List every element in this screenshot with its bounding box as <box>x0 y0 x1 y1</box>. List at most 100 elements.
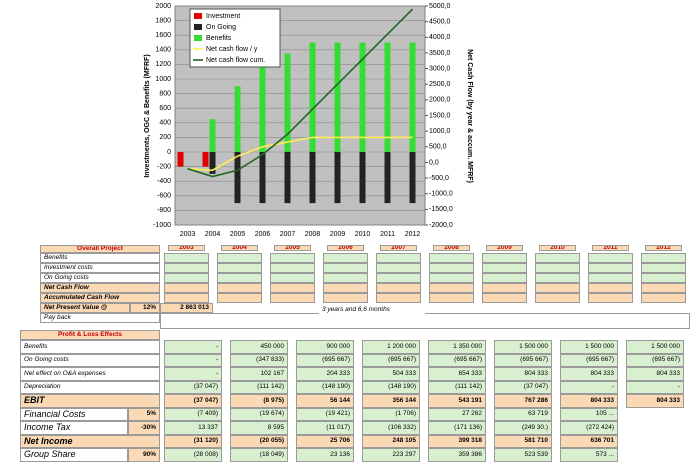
line <box>187 136 413 172</box>
cell <box>217 263 262 273</box>
cell: 804 333 <box>560 367 618 381</box>
y2-tick-label: 3500,0 <box>429 50 451 57</box>
cell: - <box>164 367 222 381</box>
cell <box>376 263 421 273</box>
y2-tick-label: 0,0 <box>429 159 439 166</box>
cell: (272 424) <box>560 421 618 435</box>
y-tick-label: 1000 <box>155 76 171 83</box>
cell: (31 120) <box>164 434 222 448</box>
legend-label: Net cash flow cum. <box>206 57 265 64</box>
y2-tick-label: -2000,0 <box>429 222 453 229</box>
bar <box>209 119 216 152</box>
cell: (28 008) <box>164 448 222 462</box>
row-label: Net Present Value @ <box>40 303 130 313</box>
cell <box>270 273 315 283</box>
y2-tick-label: 1500,0 <box>429 112 451 119</box>
row-label: Investment costs <box>40 263 160 273</box>
cell: (37 047) <box>164 380 222 394</box>
bar <box>309 152 316 204</box>
x-tick-label: 2003 <box>180 231 196 238</box>
cell <box>323 283 368 293</box>
payback <box>160 313 690 329</box>
cell <box>217 253 262 263</box>
y2-tick-label: 1000,0 <box>429 128 451 135</box>
cell <box>588 263 633 273</box>
npv-value: 2 863 013 <box>160 303 213 313</box>
x-tick-label: 2004 <box>205 231 221 238</box>
cell: 1 500 000 <box>494 340 552 354</box>
row-label: Group Share <box>20 448 128 462</box>
rate: 5% <box>128 407 160 421</box>
cell <box>429 253 474 263</box>
cell <box>482 273 527 283</box>
cell <box>588 293 633 303</box>
row-label: Net Cash Flow <box>40 283 160 293</box>
cell <box>323 263 368 273</box>
y2-tick-label: 2500,0 <box>429 81 451 88</box>
y-tick-label: 200 <box>159 134 171 141</box>
y-tick-label: 1400 <box>155 47 171 54</box>
column-header: 2012 <box>645 245 682 251</box>
table-title: Profit & Loss Effects <box>20 330 160 340</box>
column-header: 2004 <box>221 245 258 251</box>
legend-label: Investment <box>206 13 240 20</box>
y-tick-label: -400 <box>157 178 171 185</box>
row-label: Benefits <box>40 253 160 263</box>
cell <box>164 283 209 293</box>
cell: 804 333 <box>626 394 684 408</box>
y-tick-label: 800 <box>159 90 171 97</box>
cell: (18 049) <box>230 448 288 462</box>
cell: 248 105 <box>362 434 420 448</box>
cell: (8 975) <box>230 394 288 408</box>
table-title: Overall Project <box>40 245 160 253</box>
cell <box>429 273 474 283</box>
x-tick-label: 2010 <box>355 231 371 238</box>
cell <box>429 293 474 303</box>
cell <box>641 253 686 263</box>
bar <box>384 152 391 204</box>
cell <box>376 293 421 303</box>
cell: 450 000 <box>230 340 288 354</box>
y2-tick-label: -500,0 <box>429 175 449 182</box>
bar <box>309 42 316 152</box>
payback-value: 3 years and 6,6 months <box>319 305 425 315</box>
cell <box>270 253 315 263</box>
cell: (111 142) <box>230 380 288 394</box>
cell <box>164 253 209 263</box>
row-label: Depreciation <box>20 380 160 394</box>
rate: -30% <box>128 421 160 435</box>
cell: (19 421) <box>296 407 354 421</box>
bar <box>359 42 366 152</box>
cell: (695 667) <box>494 353 552 367</box>
cell <box>535 253 580 263</box>
cell <box>376 253 421 263</box>
cell <box>217 283 262 293</box>
bar <box>284 152 291 204</box>
cell: 8 595 <box>230 421 288 435</box>
y-tick-label: 2000 <box>155 3 171 10</box>
cell: 1 350 000 <box>428 340 486 354</box>
cell <box>217 273 262 283</box>
row-label: Pay back <box>40 313 160 323</box>
column-header: 2009 <box>486 245 523 251</box>
bar <box>234 152 241 204</box>
y-tick-label: 1200 <box>155 61 171 68</box>
cell <box>164 293 209 303</box>
cell: (695 667) <box>626 353 684 367</box>
cell <box>429 283 474 293</box>
cell: 105 ... <box>560 407 618 421</box>
y2-tick-label: -1000,0 <box>429 191 453 198</box>
cell: (1 706) <box>362 407 420 421</box>
x-tick-label: 2005 <box>230 231 246 238</box>
cell: (106 332) <box>362 421 420 435</box>
cell: 1 500 000 <box>626 340 684 354</box>
cell <box>270 263 315 273</box>
cell <box>482 283 527 293</box>
cell: (249 30.) <box>494 421 552 435</box>
cell <box>164 263 209 273</box>
bar <box>409 42 416 152</box>
cell: 804 333 <box>626 367 684 381</box>
legend-box <box>189 8 281 68</box>
cell: 504 333 <box>362 367 420 381</box>
cell <box>376 273 421 283</box>
